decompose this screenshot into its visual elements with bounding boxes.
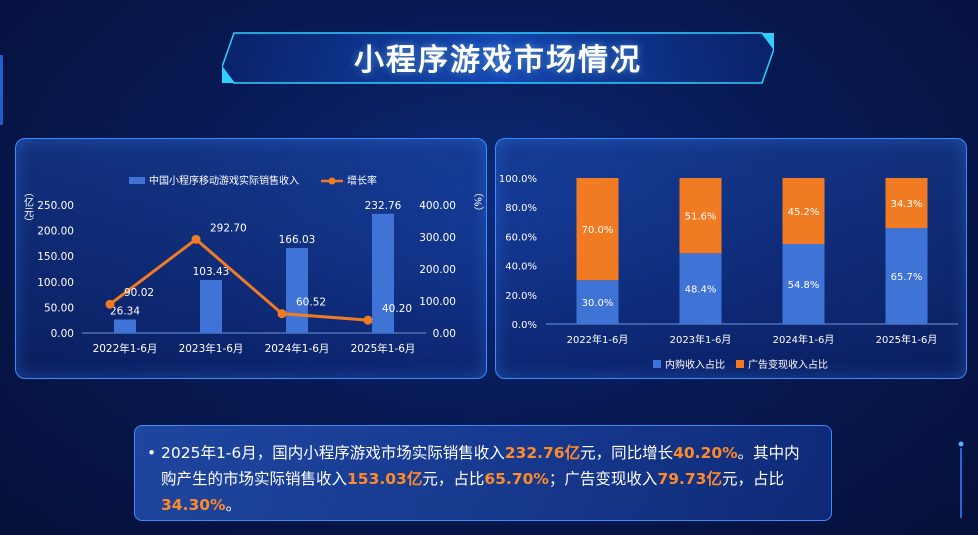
x-tick-label: 2025年1-6月 [876,333,938,346]
left-edge-decoration [0,0,10,130]
revenue-growth-chart: 中国小程序移动游戏实际销售收入 增长率 （亿元） （%） 0.00 50.00 100.00… [16,139,488,380]
legend-marker-growth [329,178,336,185]
y-tick: 80.0% [505,203,537,214]
note-text-5: ；广告变现收入 [549,470,658,488]
y-tick-right: 400.00 [419,200,456,212]
bar-label-iap-share: 30.0% [582,298,614,309]
legend-swatch-revenue [129,177,145,184]
x-tick-label: 2022年1-6月 [93,342,158,355]
x-tick-label: 2023年1-6月 [670,333,732,346]
y-tick-left: 150.00 [37,251,74,263]
x-tick-label: 2023年1-6月 [179,342,244,355]
y-tick: 60.0% [505,232,537,243]
growth-label: 292.70 [210,222,247,234]
y-tick-right: 200.00 [419,264,456,276]
bar-revenue [286,248,308,333]
revenue-share-chart-panel: 0.0% 20.0% 40.0% 60.0% 80.0% 100.0% 30.0% 70.0%… [495,138,967,379]
note-text-2: 元，同比增长 [580,444,673,462]
bar-label-iap-share: 54.8% [788,280,820,291]
y-axis-right-label: （%） [472,187,484,217]
growth-point [106,300,115,309]
note-text-4: 元，占比 [422,470,484,488]
x-tick-label: 2022年1-6月 [567,333,629,346]
note-highlight-total-revenue: 232.76亿 [505,444,580,462]
growth-label: 60.52 [296,297,326,309]
note-highlight-growth-rate: 40.20% [673,444,738,462]
bar-label-revenue: 166.03 [279,234,316,246]
legend-swatch-ad [736,360,744,368]
bar-label-ad-share: 51.6% [685,212,717,223]
bar-label-ad-share: 34.3% [891,199,923,210]
growth-line [110,239,368,320]
note-highlight-ad-share: 34.30% [161,496,226,514]
note-highlight-ad-revenue: 79.73亿 [657,470,722,488]
y-tick: 20.0% [505,291,537,302]
x-tick-label: 2025年1-6月 [351,342,416,355]
growth-point [364,316,373,325]
bar-label-revenue: 26.34 [110,306,140,318]
y-tick-left: 100.00 [37,277,74,289]
revenue-share-chart: 0.0% 20.0% 40.0% 60.0% 80.0% 100.0% 30.0% 70.0%… [496,139,968,380]
bar-label-ad-share: 70.0% [582,225,614,236]
note-highlight-iap-share: 65.70% [484,470,549,488]
bar-label-revenue: 103.43 [193,266,230,278]
x-tick-label: 2024年1-6月 [265,342,330,355]
page-title: 小程序游戏市场情况 [222,27,774,87]
bar-label-iap-share: 48.4% [685,285,717,296]
note-text-1: 2025年1-6月，国内小程序游戏市场实际销售收入 [161,444,505,462]
y-tick-right: 0.00 [433,328,456,340]
note-text-6: 元，占比 [722,470,784,488]
bar-revenue [114,320,136,333]
title-banner: 小程序游戏市场情况 [222,27,774,87]
y-tick: 40.0% [505,262,537,273]
y-tick-left: 0.00 [51,328,74,340]
y-axis-left-label: （亿元） [22,187,34,227]
revenue-growth-chart-panel: 中国小程序移动游戏实际销售收入 增长率 （亿元） （%） 0.00 50.00 100.00… [15,138,487,379]
bar-revenue [200,280,222,333]
y-tick-right: 100.00 [419,296,456,308]
y-tick-left: 200.00 [37,226,74,238]
bar-label-revenue: 232.76 [365,200,402,212]
note-text-7: 。 [226,496,242,514]
growth-label: 40.20 [382,303,412,315]
y-tick: 0.0% [512,320,537,331]
legend-label-revenue: 中国小程序移动游戏实际销售收入 [149,174,299,187]
y-tick: 100.0% [499,174,537,185]
growth-point [278,309,287,318]
y-tick-left: 250.00 [37,200,74,212]
right-edge-decoration [958,440,964,520]
bar-label-iap-share: 65.7% [891,272,923,283]
legend-label-growth: 增长率 [347,174,377,187]
summary-note: • 2025年1-6月，国内小程序游戏市场实际销售收入232.76亿元，同比增长… [134,425,832,521]
x-tick-label: 2024年1-6月 [773,333,835,346]
legend-label-ad: 广告变现收入占比 [748,358,828,371]
y-tick-right: 300.00 [419,232,456,244]
growth-point [192,235,201,244]
y-tick-left: 50.00 [44,302,74,314]
legend-label-iap: 内购收入占比 [665,358,725,371]
legend-swatch-iap [653,360,661,368]
bar-label-ad-share: 45.2% [788,207,820,218]
growth-label: 90.02 [124,287,154,299]
note-highlight-iap-revenue: 153.03亿 [347,470,422,488]
note-bullet: • [147,440,156,466]
